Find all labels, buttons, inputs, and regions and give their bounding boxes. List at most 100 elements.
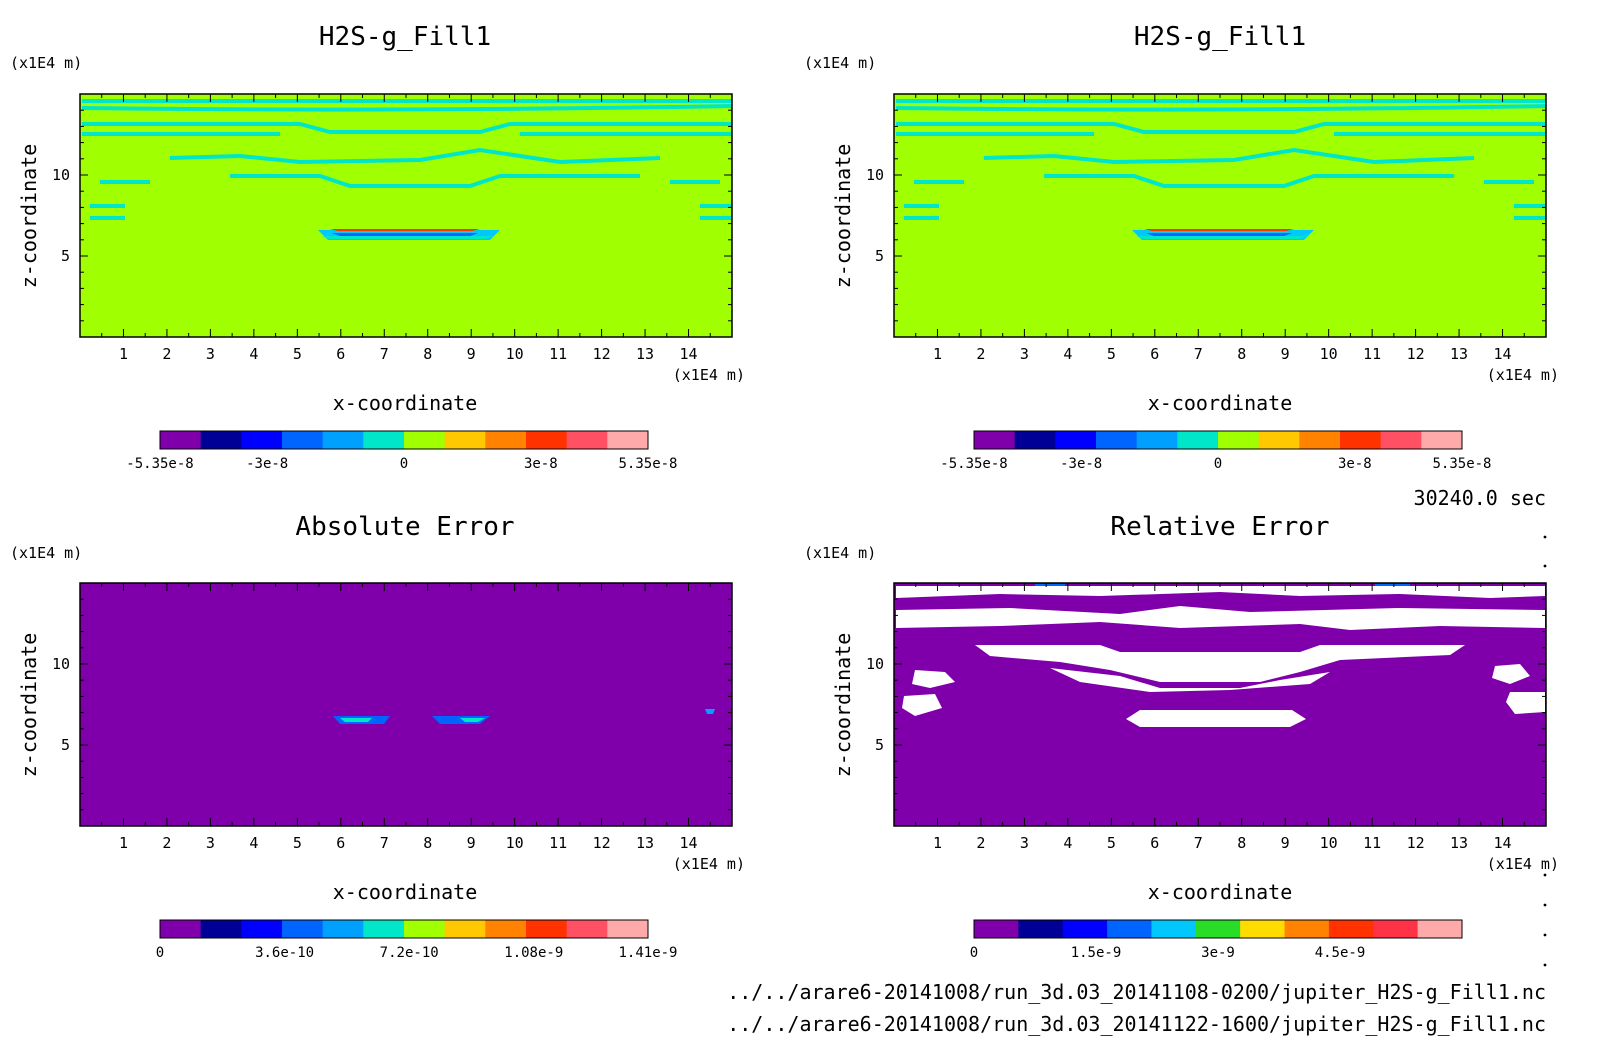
x-tick-label: 12	[593, 834, 611, 852]
colorbar-tick-label: 0	[1214, 456, 1222, 472]
panel-title: H2S-g_Fill1	[1134, 22, 1306, 52]
undefined-band	[975, 645, 1465, 682]
colorbar-swatch	[1328, 920, 1374, 938]
contour-band	[1044, 174, 1454, 188]
undefined-band	[1506, 692, 1545, 714]
y-unit-label: (x1E4 m)	[804, 544, 876, 562]
x-tick-label: 1	[933, 345, 942, 363]
colorbar-swatch	[974, 431, 1016, 449]
colorbar-tick-label: 7.2e-10	[380, 945, 439, 961]
undefined-band	[896, 606, 1545, 630]
colorbar-swatch	[1014, 431, 1056, 449]
x-tick-label: 11	[549, 834, 567, 852]
x-tick-label: 8	[1237, 345, 1246, 363]
panel-title: Relative Error	[1110, 512, 1329, 542]
colorbar-swatch	[404, 920, 446, 938]
undefined-regions	[896, 586, 1545, 727]
x-tick-label: 10	[506, 345, 524, 363]
colorbar-tick-label: -5.35e-8	[126, 456, 193, 472]
colorbar-swatch	[1373, 920, 1419, 938]
file-path-2: ../../arare6-20141008/run_3d.03_20141122…	[727, 1012, 1546, 1036]
colorbar-swatch	[1136, 431, 1178, 449]
colorbar-tick-label: -3e-8	[246, 456, 288, 472]
x-tick-label: 1	[933, 834, 942, 852]
x-tick-label: 11	[1363, 834, 1381, 852]
x-tick-label: 13	[1450, 834, 1468, 852]
plume	[318, 229, 500, 240]
colorbar-tick-label: 1.41e-9	[618, 945, 677, 961]
colorbar-swatch	[444, 920, 486, 938]
x-tick-label: 3	[206, 834, 215, 852]
x-tick-label: 10	[1320, 345, 1338, 363]
edge-bits	[1035, 584, 1410, 586]
contour-bands	[895, 99, 1547, 220]
plume	[1132, 229, 1314, 240]
y-tick-label: 5	[875, 247, 884, 265]
colorbar-swatch	[526, 431, 568, 449]
contour-band	[896, 122, 1546, 134]
contour-band	[230, 174, 640, 188]
contour-band	[82, 122, 732, 134]
edge-markers	[1543, 535, 1547, 967]
plot-area	[79, 582, 733, 827]
y-unit-label: (x1E4 m)	[804, 54, 876, 72]
x-unit-label: (x1E4 m)	[1487, 366, 1559, 384]
x-tick-label: 2	[162, 345, 171, 363]
y-tick-label: 10	[866, 166, 884, 184]
x-tick-label: 3	[1020, 834, 1029, 852]
y-axis-label: z-coordinate	[17, 144, 41, 289]
undefined-band	[896, 586, 1545, 598]
colorbar-swatch	[974, 920, 1019, 938]
plot-area	[893, 582, 1547, 827]
colorbar-tick-label: 5.35e-8	[1432, 456, 1491, 472]
x-tick-label: 5	[293, 834, 302, 852]
panel-title: H2S-g_Fill1	[319, 22, 491, 52]
colorbar-swatch	[1380, 431, 1422, 449]
colorbar-swatch	[200, 920, 242, 938]
x-ticks: 1 2 3 4 5 6 7 8 9 10 11 12 13 14	[893, 583, 1547, 852]
x-tick-label: 11	[549, 345, 567, 363]
colorbar-swatch	[1151, 920, 1197, 938]
colorbar-tick-label: -3e-8	[1060, 456, 1102, 472]
x-tick-label: 8	[423, 345, 432, 363]
colorbar-tick-label: 4.5e-9	[1315, 945, 1366, 961]
x-tick-label: 2	[162, 834, 171, 852]
colorbar-swatch	[1055, 431, 1097, 449]
colorbar-swatch	[1258, 431, 1300, 449]
colorbar-swatch	[1107, 920, 1152, 938]
x-tick-label: 13	[1450, 345, 1468, 363]
colorbar-swatch	[566, 920, 608, 938]
contour-band	[169, 147, 661, 165]
colorbar-swatch	[1284, 920, 1330, 938]
y-ticks: 5 10	[52, 582, 732, 827]
x-tick-label: 10	[506, 834, 524, 852]
contour-band	[895, 104, 1547, 112]
x-tick-label: 9	[467, 834, 476, 852]
colorbar-swatch	[404, 431, 446, 449]
colorbar-tick-label: 0	[400, 456, 408, 472]
x-tick-label: 13	[636, 834, 654, 852]
x-tick-label: 6	[336, 345, 345, 363]
x-tick-label: 3	[1020, 345, 1029, 363]
x-tick-label: 5	[293, 345, 302, 363]
undefined-band	[902, 694, 942, 716]
colorbar-frame	[973, 919, 1463, 939]
y-ticks: 5 10	[52, 93, 732, 338]
y-axis-label: z-coordinate	[831, 633, 855, 778]
x-tick-label: 12	[1407, 345, 1425, 363]
colorbar-swatch	[241, 431, 283, 449]
x-tick-label: 6	[1150, 345, 1159, 363]
colorbar-swatch	[444, 431, 486, 449]
x-tick-label: 11	[1363, 345, 1381, 363]
colorbar: -5.35e-8 -3e-8 0 3e-8 5.35e-8	[126, 430, 678, 472]
x-axis-label: x-coordinate	[333, 391, 478, 415]
x-tick-label: 9	[467, 345, 476, 363]
contour-band	[983, 147, 1475, 165]
colorbar-swatch	[1062, 920, 1108, 938]
colorbar: -5.35e-8 -3e-8 0 3e-8 5.35e-8	[940, 430, 1492, 472]
x-unit-label: (x1E4 m)	[673, 855, 745, 873]
colorbar-tick-label: 0	[970, 945, 978, 961]
x-tick-label: 6	[336, 834, 345, 852]
y-ticks: 5 10	[866, 582, 1546, 827]
